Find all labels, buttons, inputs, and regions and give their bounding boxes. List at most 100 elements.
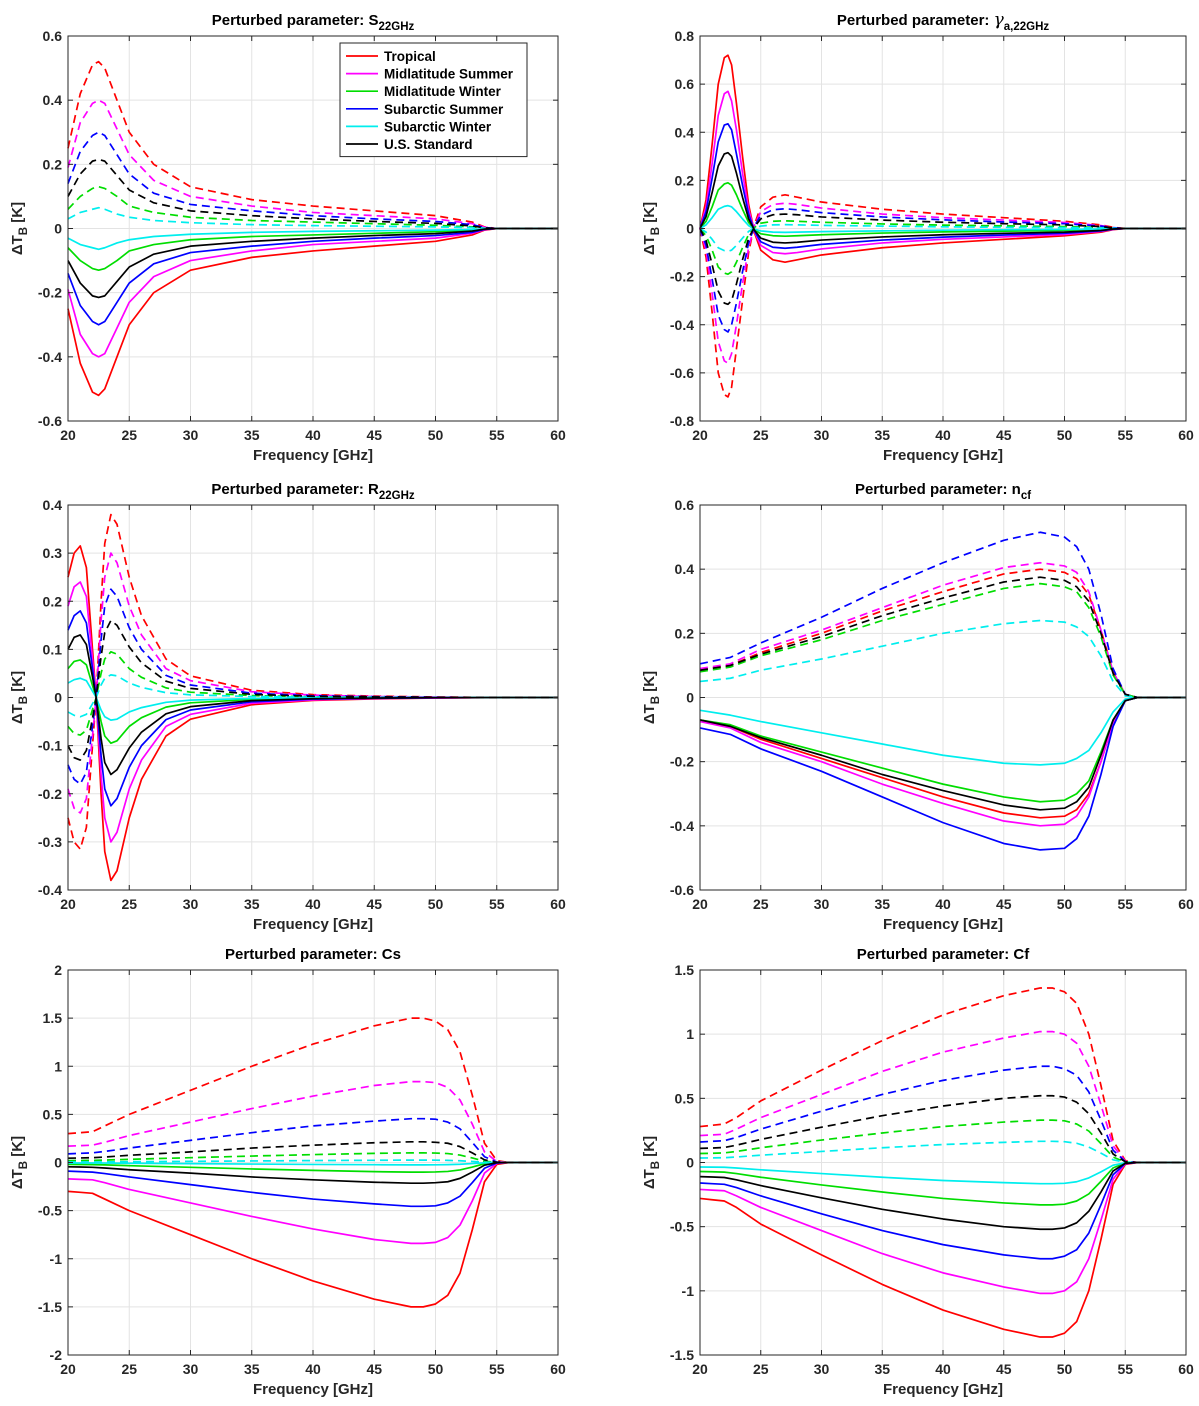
series-line-10-solid bbox=[699, 151, 1186, 244]
y-axis-label-unit: [K] bbox=[9, 671, 26, 696]
y-axis-label-unit: [K] bbox=[9, 202, 26, 227]
series-line-8-solid bbox=[699, 204, 1186, 234]
series-line-11-dashed bbox=[67, 1140, 558, 1164]
x-tick-label: 50 bbox=[1057, 896, 1073, 912]
y-axis-label-subscript: B bbox=[18, 227, 30, 235]
x-tick-label: 30 bbox=[183, 896, 199, 912]
y-tick-label: -0.2 bbox=[670, 754, 694, 770]
y-tick-label: 0.1 bbox=[43, 641, 63, 657]
series-line-11-dashed bbox=[699, 213, 1186, 306]
y-tick-label: 0.6 bbox=[675, 497, 695, 513]
y-axis-label-unit: [K] bbox=[9, 1136, 26, 1161]
chart-panel-5: 20 25 30 35 40 45 50 55 60 -2 -1.5 -1 -0.5 0 0.5 1 1.5 2 P… bbox=[9, 946, 566, 1398]
y-tick-label: -0.2 bbox=[670, 269, 694, 285]
x-tick-label: 35 bbox=[244, 896, 260, 912]
y-tick-label: 2 bbox=[54, 962, 62, 978]
series-line-10-solid bbox=[67, 634, 558, 776]
legend-entry-label: Tropical bbox=[384, 49, 436, 64]
y-tick-label: 0.4 bbox=[43, 92, 63, 108]
series-line-9-dashed bbox=[67, 206, 558, 230]
y-axis-label-main: ΔT bbox=[9, 704, 26, 724]
series-line-3-dashed bbox=[67, 99, 558, 230]
series-line-1-dashed bbox=[699, 193, 1186, 398]
y-tick-label: 0 bbox=[54, 690, 62, 706]
series-line-1-dashed bbox=[67, 60, 558, 230]
series-line-7-dashed bbox=[67, 1117, 558, 1164]
x-tick-label: 45 bbox=[996, 427, 1012, 443]
x-tick-label: 20 bbox=[692, 896, 708, 912]
x-tick-label: 25 bbox=[121, 427, 137, 443]
chart-title-main: Perturbed parameter: Cs bbox=[225, 946, 401, 963]
y-tick-label: -1.5 bbox=[670, 1347, 694, 1363]
x-tick-label: 20 bbox=[60, 896, 76, 912]
y-tick-label: -0.6 bbox=[670, 882, 694, 898]
y-tick-label: -1 bbox=[682, 1283, 695, 1299]
x-tick-label: 40 bbox=[305, 1361, 321, 1377]
chart-panel-3: 20 25 30 35 40 45 50 55 60 -0.4 -0.3 -0.2 -0.1 0 0.1 0.… bbox=[9, 481, 566, 933]
series-line-5-dashed bbox=[699, 1119, 1186, 1164]
series-line-8-solid bbox=[699, 696, 1186, 766]
series-line-0-solid bbox=[699, 1161, 1186, 1338]
x-tick-label: 25 bbox=[753, 896, 769, 912]
y-tick-label: -2 bbox=[50, 1347, 63, 1363]
y-tick-label: 0.4 bbox=[43, 497, 63, 513]
series-line-5-dashed bbox=[67, 1152, 558, 1164]
chart-title-main: Perturbed parameter: bbox=[837, 12, 994, 29]
series-line-7-dashed bbox=[67, 131, 558, 230]
x-tick-label: 60 bbox=[1178, 1361, 1194, 1377]
y-tick-label: 1.5 bbox=[43, 1010, 63, 1026]
series-group bbox=[699, 54, 1186, 398]
y-axis-label-subscript: B bbox=[650, 696, 662, 704]
chart-title: Perturbed parameter: γa,22GHz bbox=[837, 10, 1050, 33]
chart-title-main: Perturbed parameter: R bbox=[211, 481, 379, 498]
x-tick-label: 60 bbox=[1178, 427, 1194, 443]
x-tick-label: 40 bbox=[935, 896, 951, 912]
series-line-2-solid bbox=[67, 1161, 558, 1245]
series-line-3-dashed bbox=[699, 561, 1186, 699]
series-line-6-solid bbox=[67, 1161, 558, 1208]
x-tick-label: 20 bbox=[60, 1361, 76, 1377]
y-tick-label: 1 bbox=[686, 1026, 694, 1042]
series-line-3-dashed bbox=[699, 202, 1186, 365]
y-tick-label: -0.4 bbox=[670, 818, 694, 834]
series-line-1-dashed bbox=[699, 987, 1186, 1164]
chart-panel-6: 20 25 30 35 40 45 50 55 60 -1.5 -1 -0.5 0 0.5 1 1.5 Pert… bbox=[641, 946, 1194, 1398]
series-line-11-dashed bbox=[67, 619, 558, 761]
y-tick-label: -1 bbox=[50, 1251, 63, 1267]
chart-panel-1: 20 25 30 35 40 45 50 55 60 -0.6 -0.4 -0.2 0 0.2 0.4 0.6… bbox=[9, 12, 566, 464]
y-tick-label: 0.5 bbox=[675, 1090, 695, 1106]
y-axis-label: ΔTB [K] bbox=[641, 202, 662, 255]
x-tick-label: 45 bbox=[366, 896, 382, 912]
legend-entry-label: Midlatitude Winter bbox=[384, 84, 502, 99]
x-tick-label: 40 bbox=[935, 427, 951, 443]
x-tick-label: 25 bbox=[753, 1361, 769, 1377]
x-tick-label: 50 bbox=[1057, 427, 1073, 443]
series-line-7-dashed bbox=[699, 207, 1186, 333]
x-tick-label: 55 bbox=[1117, 1361, 1133, 1377]
chart-panel-2: 20 25 30 35 40 45 50 55 60 -0.8 -0.6 -0.4 -0.2 0 0.2 0.… bbox=[641, 10, 1194, 464]
y-axis-label-main: ΔT bbox=[641, 1169, 658, 1189]
x-tick-label: 50 bbox=[428, 896, 444, 912]
legend: Tropical Midlatitude Summer Midlatitude Wi… bbox=[339, 42, 528, 158]
y-tick-label: -0.3 bbox=[38, 834, 62, 850]
y-tick-label: -0.5 bbox=[670, 1219, 694, 1235]
x-tick-label: 40 bbox=[305, 427, 321, 443]
x-tick-label: 40 bbox=[935, 1361, 951, 1377]
y-axis-label: ΔTB [K] bbox=[9, 671, 30, 724]
x-tick-label: 50 bbox=[428, 1361, 444, 1377]
y-tick-label: 0 bbox=[54, 221, 62, 237]
x-tick-label: 20 bbox=[692, 427, 708, 443]
series-line-4-solid bbox=[699, 181, 1186, 238]
chart-title: Perturbed parameter: R22GHz bbox=[211, 481, 415, 502]
x-tick-label: 30 bbox=[814, 896, 830, 912]
chart-title: Perturbed parameter: Cf bbox=[857, 946, 1031, 963]
series-line-9-dashed bbox=[699, 619, 1186, 699]
y-axis-label: ΔTB [K] bbox=[641, 671, 662, 724]
chart-title-symbol: γ bbox=[994, 10, 1005, 30]
y-tick-label: 0.6 bbox=[675, 76, 695, 92]
x-tick-label: 55 bbox=[1117, 896, 1133, 912]
series-line-10-solid bbox=[67, 1161, 558, 1185]
y-axis-label-unit: [K] bbox=[641, 671, 658, 696]
series-line-3-dashed bbox=[67, 1080, 558, 1164]
